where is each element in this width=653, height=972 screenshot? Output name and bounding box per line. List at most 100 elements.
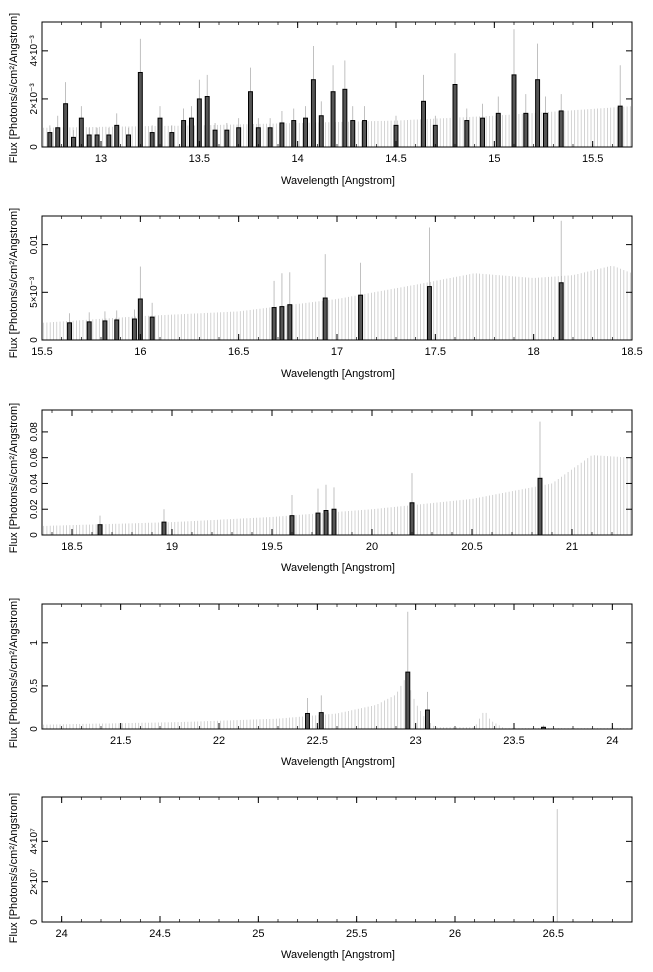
x-tick-label: 14.5 — [385, 153, 406, 165]
y-tick-label: 4×10⁷ — [29, 828, 40, 855]
x-tick-label: 19 — [166, 541, 178, 553]
x-tick-label: 15.5 — [582, 153, 603, 165]
data-bar — [523, 112, 529, 148]
panel-3-ylabel: Flux [Photons/s/cm²/Angstrom] — [8, 403, 20, 553]
data-bar — [114, 124, 120, 148]
y-tick-label: 5×10⁻³ — [29, 276, 40, 308]
data-bar — [425, 709, 430, 730]
data-bar — [537, 477, 543, 536]
data-bar — [421, 100, 427, 148]
data-bar — [535, 79, 541, 148]
y-tick-label: 4×10⁻³ — [29, 35, 40, 67]
y-tick-label: 0 — [29, 337, 40, 343]
panel-5: Flux [Photons/s/cm²/Angstrom] Wavelength… — [8, 793, 633, 961]
y-tick-label: 0.02 — [29, 499, 40, 519]
panel-1: Flux [Photons/s/cm²/Angstrom] Wavelength… — [8, 13, 633, 187]
x-tick-label: 26 — [449, 928, 461, 940]
panel-4: Flux [Photons/s/cm²/Angstrom] Wavelength… — [8, 598, 633, 768]
x-tick-label: 16.5 — [228, 346, 249, 358]
y-tick-label: 0 — [29, 532, 40, 538]
data-bar — [291, 120, 297, 148]
data-bar — [181, 120, 187, 148]
data-bar — [315, 512, 321, 536]
data-bar — [102, 320, 108, 341]
data-bar — [224, 129, 230, 148]
data-bar — [617, 105, 623, 148]
data-bar — [464, 120, 470, 148]
x-tick-label: 25 — [252, 928, 264, 940]
data-bar — [323, 510, 329, 536]
data-bar — [126, 134, 131, 148]
x-tick-label: 13 — [95, 153, 107, 165]
data-bar — [318, 712, 324, 730]
data-bar — [63, 103, 69, 148]
panel-5-ylabel: Flux [Photons/s/cm²/Angstrom] — [8, 793, 20, 943]
y-tick-label: 0.01 — [29, 234, 40, 254]
data-bar — [331, 508, 337, 536]
y-tick-label: 0 — [29, 726, 40, 732]
data-bar — [55, 127, 61, 148]
y-tick-label: 2×10⁷ — [29, 868, 40, 895]
data-bar — [362, 120, 368, 148]
x-tick-label: 18.5 — [61, 541, 82, 553]
data-bar — [114, 319, 120, 341]
data-bar — [189, 117, 194, 148]
data-bar — [279, 122, 285, 148]
x-tick-label: 18.5 — [621, 346, 642, 358]
data-bar — [157, 117, 163, 148]
x-tick-label: 19.5 — [261, 541, 282, 553]
x-tick-label: 21.5 — [110, 735, 131, 747]
data-bar — [330, 91, 336, 148]
x-tick-label: 17.5 — [425, 346, 446, 358]
x-tick-label: 13.5 — [189, 153, 210, 165]
data-bar — [137, 298, 143, 341]
plot-frame — [41, 409, 633, 536]
data-bar — [196, 98, 202, 148]
data-bar — [322, 297, 328, 341]
panel-2-xlabel: Wavelength [Angstrom] — [281, 368, 395, 380]
x-tick-label: 23.5 — [503, 735, 524, 747]
y-tick-label: 2×10⁻³ — [29, 83, 40, 115]
x-tick-label: 24 — [56, 928, 68, 940]
data-bar — [71, 136, 76, 148]
x-tick-label: 15 — [488, 153, 500, 165]
data-bar — [452, 84, 458, 148]
panel-5-xlabel: Wavelength [Angstrom] — [281, 949, 395, 961]
y-tick-label: 1 — [29, 640, 40, 646]
x-tick-label: 17 — [331, 346, 343, 358]
panel-1-xlabel: Wavelength [Angstrom] — [281, 175, 395, 187]
data-bar — [358, 294, 364, 341]
panel-4-xlabel: Wavelength [Angstrom] — [281, 756, 395, 768]
data-bar — [405, 671, 411, 730]
plot-frame — [41, 796, 633, 923]
data-bar — [212, 129, 218, 148]
data-bar — [169, 132, 175, 148]
panel-1-ylabel: Flux [Photons/s/cm²/Angstrom] — [8, 13, 20, 163]
plot-frame — [41, 215, 633, 341]
data-bar — [318, 115, 324, 148]
x-tick-label: 21 — [566, 541, 578, 553]
data-bar — [248, 91, 253, 148]
data-bar — [267, 127, 273, 148]
data-bar — [149, 132, 155, 148]
data-bar — [47, 132, 53, 148]
panel-2: Flux [Photons/s/cm²/Angstrom] Wavelength… — [8, 208, 643, 380]
data-bar — [310, 79, 316, 148]
data-bar — [97, 524, 103, 536]
x-tick-label: 22.5 — [307, 735, 328, 747]
data-bar — [94, 134, 100, 148]
data-bar — [204, 96, 210, 148]
x-tick-label: 23 — [410, 735, 422, 747]
y-tick-label: 0.5 — [29, 679, 40, 693]
panel-2-ylabel: Flux [Photons/s/cm²/Angstrom] — [8, 208, 20, 358]
panel-3: Flux [Photons/s/cm²/Angstrom] Wavelength… — [8, 403, 633, 574]
panel-4-ylabel: Flux [Photons/s/cm²/Angstrom] — [8, 598, 20, 748]
data-bar — [432, 124, 438, 148]
y-tick-label: 0 — [29, 919, 40, 925]
x-tick-label: 25.5 — [346, 928, 367, 940]
y-tick-label: 0 — [29, 144, 40, 150]
data-bar — [149, 316, 155, 341]
y-tick-label: 0.04 — [29, 473, 40, 493]
data-bar — [78, 117, 84, 148]
